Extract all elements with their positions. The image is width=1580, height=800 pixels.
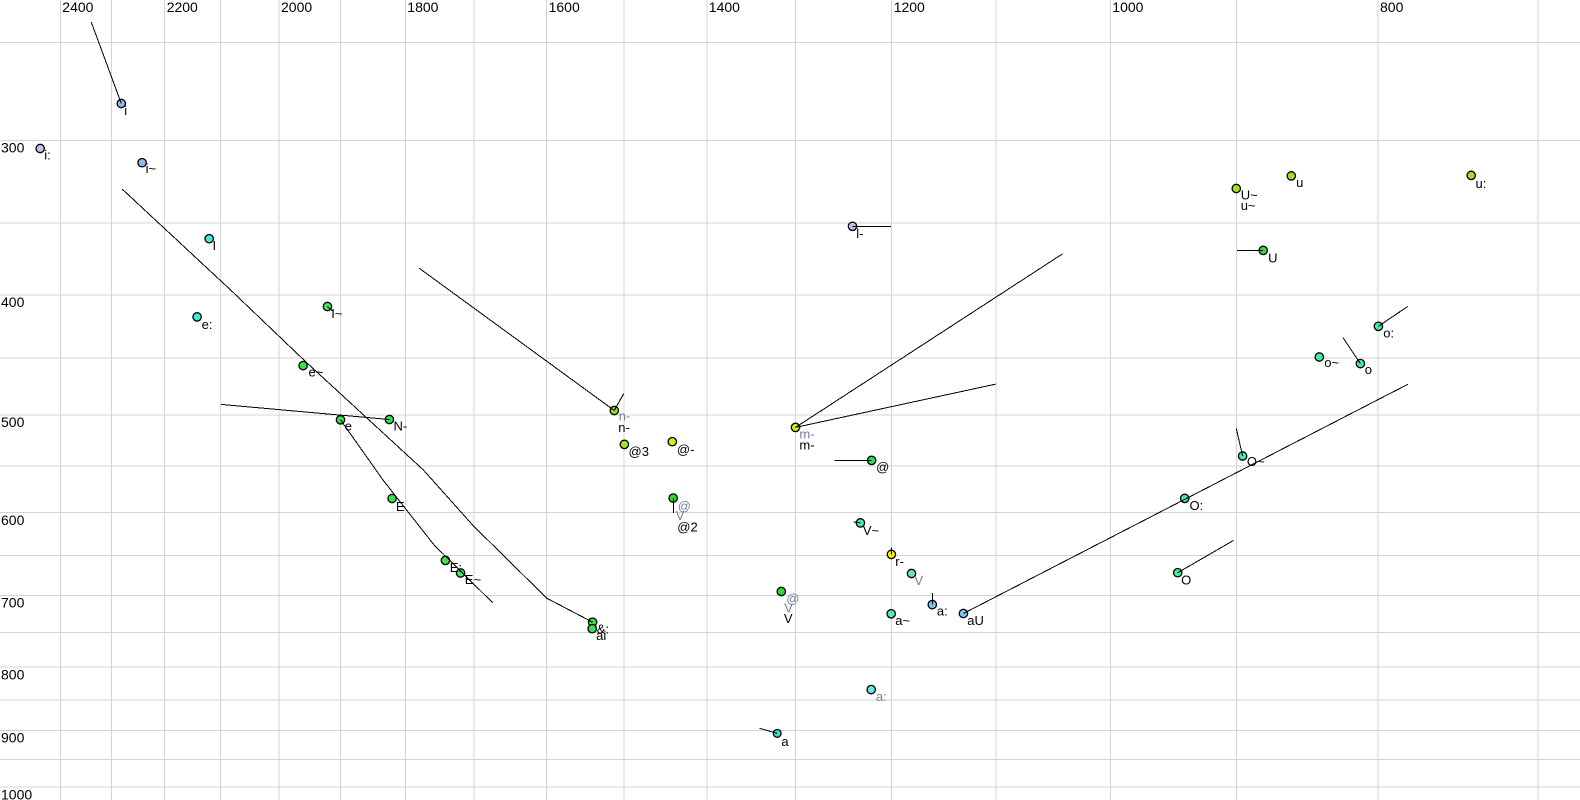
- svg-text:m-: m-: [799, 438, 814, 453]
- svg-text:@3: @3: [629, 444, 649, 459]
- svg-text:V: V: [914, 573, 923, 588]
- svg-text:N-: N-: [394, 419, 408, 434]
- svg-text:700: 700: [1, 595, 25, 611]
- svg-text:I: I: [213, 238, 217, 253]
- svg-text:e:: e:: [202, 317, 213, 332]
- svg-text:V: V: [784, 611, 793, 626]
- svg-text:@: @: [678, 499, 691, 514]
- svg-text:o:: o:: [1383, 326, 1394, 341]
- svg-text:800: 800: [1, 666, 25, 682]
- svg-text:m-: m-: [799, 427, 814, 442]
- svg-text:o: o: [1365, 362, 1372, 377]
- svg-text:@: @: [876, 460, 889, 475]
- svg-text:O:: O:: [1190, 498, 1204, 513]
- svg-text:1200: 1200: [894, 0, 925, 15]
- svg-text:a:: a:: [876, 689, 887, 704]
- svg-text:U: U: [1268, 250, 1277, 265]
- svg-text:i: i: [124, 103, 127, 118]
- svg-text:ai: ai: [596, 628, 606, 643]
- svg-text:u:: u:: [1476, 176, 1487, 191]
- svg-text:400: 400: [1, 294, 25, 310]
- svg-text:n-: n-: [618, 420, 630, 435]
- svg-text:1800: 1800: [407, 0, 438, 15]
- svg-text:2000: 2000: [281, 0, 312, 15]
- svg-text:&:: &:: [597, 621, 609, 636]
- svg-text:u: u: [1296, 175, 1303, 190]
- svg-text:600: 600: [1, 512, 25, 528]
- svg-text:1000: 1000: [1112, 0, 1143, 15]
- svg-text:u~: u~: [1241, 198, 1256, 213]
- svg-text:@2: @2: [677, 519, 697, 534]
- svg-text:n-: n-: [619, 409, 631, 424]
- svg-text:e~: e~: [309, 364, 324, 379]
- svg-text:2400: 2400: [62, 0, 93, 15]
- svg-text:@-: @-: [677, 442, 695, 457]
- svg-text:I~: I~: [331, 306, 343, 321]
- svg-text:900: 900: [1, 730, 25, 746]
- svg-text:V: V: [784, 601, 793, 616]
- svg-text:E:: E:: [450, 560, 462, 575]
- svg-text:a: a: [781, 734, 789, 749]
- svg-text:E~: E~: [465, 572, 482, 587]
- svg-text:r-: r-: [895, 554, 904, 569]
- svg-text:a:: a:: [937, 604, 948, 619]
- svg-text:V: V: [676, 508, 685, 523]
- svg-text:i~: i~: [146, 161, 157, 176]
- svg-text:1000: 1000: [1, 786, 32, 800]
- svg-text:V~: V~: [863, 523, 880, 538]
- svg-text:O~: O~: [1247, 454, 1265, 469]
- svg-text:800: 800: [1380, 0, 1404, 15]
- svg-text:O: O: [1181, 573, 1191, 588]
- svg-text:a~: a~: [895, 613, 910, 628]
- svg-text:300: 300: [1, 140, 25, 156]
- svg-text:E: E: [396, 499, 405, 514]
- svg-text:o~: o~: [1324, 355, 1339, 370]
- svg-text:e: e: [345, 419, 352, 434]
- svg-text:1400: 1400: [709, 0, 740, 15]
- svg-text:1600: 1600: [549, 0, 580, 15]
- svg-text:U~: U~: [1241, 188, 1258, 203]
- svg-text:2200: 2200: [167, 0, 198, 15]
- svg-text:500: 500: [1, 414, 25, 430]
- svg-text:aU: aU: [967, 613, 984, 628]
- svg-text:@: @: [786, 591, 799, 606]
- svg-text:l-: l-: [856, 226, 863, 241]
- svg-text:i:: i:: [44, 147, 51, 162]
